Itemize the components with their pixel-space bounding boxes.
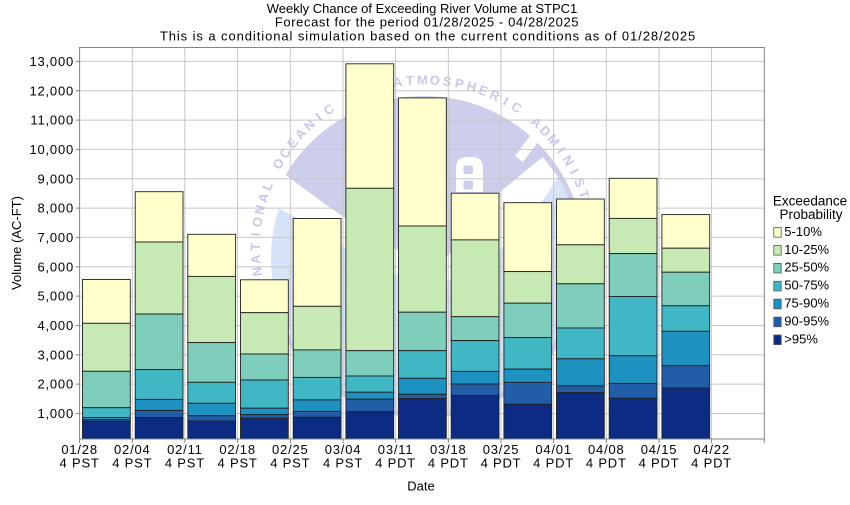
svg-text:I: I	[554, 144, 568, 156]
svg-text:75-90%: 75-90%	[784, 296, 829, 311]
svg-text:1,000: 1,000	[37, 406, 74, 421]
svg-text:01/28: 01/28	[61, 442, 98, 457]
svg-text:8,000: 8,000	[37, 201, 74, 216]
svg-text:C: C	[321, 100, 338, 118]
svg-text:4 PDT: 4 PDT	[375, 455, 416, 470]
svg-text:A: A	[248, 254, 264, 265]
svg-text:11,000: 11,000	[30, 113, 74, 128]
svg-text:03/11: 03/11	[378, 442, 414, 457]
svg-text:4 PDT: 4 PDT	[428, 455, 469, 470]
svg-text:7,000: 7,000	[37, 230, 74, 245]
svg-text:10-25%: 10-25%	[784, 242, 829, 257]
svg-text:4 PST: 4 PST	[218, 455, 258, 470]
svg-text:03/25: 03/25	[483, 442, 520, 457]
svg-text:03/04: 03/04	[325, 442, 362, 457]
svg-text:3,000: 3,000	[37, 347, 74, 362]
svg-text:4 PST: 4 PST	[165, 455, 205, 470]
svg-text:I: I	[313, 110, 325, 124]
svg-text:4 PST: 4 PST	[112, 455, 152, 470]
svg-text:H: H	[465, 78, 478, 95]
svg-text:50-75%: 50-75%	[784, 278, 829, 293]
svg-text:Date: Date	[407, 478, 434, 493]
svg-text:04/08: 04/08	[588, 442, 625, 457]
svg-text:R: R	[487, 87, 502, 105]
svg-text:10,000: 10,000	[29, 142, 74, 157]
svg-text:6,000: 6,000	[37, 259, 74, 274]
svg-text:04/22: 04/22	[693, 442, 730, 457]
svg-text:02/25: 02/25	[272, 442, 309, 457]
svg-text:I: I	[501, 94, 511, 109]
svg-text:O: O	[429, 72, 440, 88]
svg-text:5-10%: 5-10%	[784, 224, 822, 239]
svg-text:N: N	[251, 203, 268, 216]
svg-text:I: I	[248, 232, 263, 237]
svg-text:03/18: 03/18	[430, 442, 467, 457]
svg-text:4 PST: 4 PST	[323, 455, 363, 470]
svg-text:25-50%: 25-50%	[784, 260, 829, 275]
svg-text:4 PDT: 4 PDT	[691, 455, 732, 470]
svg-text:4 PDT: 4 PDT	[586, 455, 627, 470]
svg-text:5,000: 5,000	[37, 289, 74, 304]
svg-text:4 PST: 4 PST	[270, 455, 310, 470]
svg-text:4,000: 4,000	[37, 318, 74, 333]
svg-text:N: N	[249, 266, 265, 277]
svg-text:Forecast for the period 01/28/: Forecast for the period 01/28/2025 - 04/…	[275, 15, 579, 30]
svg-text:S: S	[442, 73, 453, 89]
svg-text:T: T	[248, 243, 263, 251]
svg-text:Weekly Chance of Exceeding Riv: Weekly Chance of Exceeding River Volume …	[267, 1, 577, 16]
svg-text:T: T	[405, 73, 414, 89]
svg-text:Probability: Probability	[779, 207, 842, 222]
svg-text:90-95%: 90-95%	[784, 313, 829, 328]
svg-text:13,000: 13,000	[29, 54, 74, 69]
svg-text:S: S	[571, 176, 588, 190]
svg-text:Exceedance: Exceedance	[773, 193, 847, 208]
svg-text:M: M	[417, 72, 428, 87]
svg-text:04/15: 04/15	[641, 442, 678, 457]
svg-text:9,000: 9,000	[37, 171, 74, 186]
svg-text:A: A	[392, 74, 404, 90]
svg-text:>95%: >95%	[784, 331, 818, 346]
svg-text:02/18: 02/18	[219, 442, 256, 457]
svg-text:C: C	[509, 99, 526, 117]
svg-text:P: P	[454, 75, 466, 92]
svg-text:12,000: 12,000	[29, 83, 74, 98]
svg-text:4 PDT: 4 PDT	[533, 455, 574, 470]
svg-text:4 PDT: 4 PDT	[481, 455, 522, 470]
svg-text:4 PDT: 4 PDT	[639, 455, 680, 470]
svg-text:02/04: 02/04	[114, 442, 151, 457]
svg-text:2,000: 2,000	[37, 377, 74, 392]
svg-text:4 PST: 4 PST	[60, 455, 100, 470]
svg-text:O: O	[249, 216, 265, 228]
svg-text:02/11: 02/11	[167, 442, 203, 457]
svg-text:04/01: 04/01	[535, 442, 572, 457]
svg-text:I: I	[567, 166, 582, 176]
svg-text:N: N	[559, 153, 577, 169]
svg-text:This is a conditional simulati: This is a conditional simulation based o…	[160, 28, 696, 43]
svg-text:Volume (AC-FT): Volume (AC-FT)	[9, 196, 24, 290]
